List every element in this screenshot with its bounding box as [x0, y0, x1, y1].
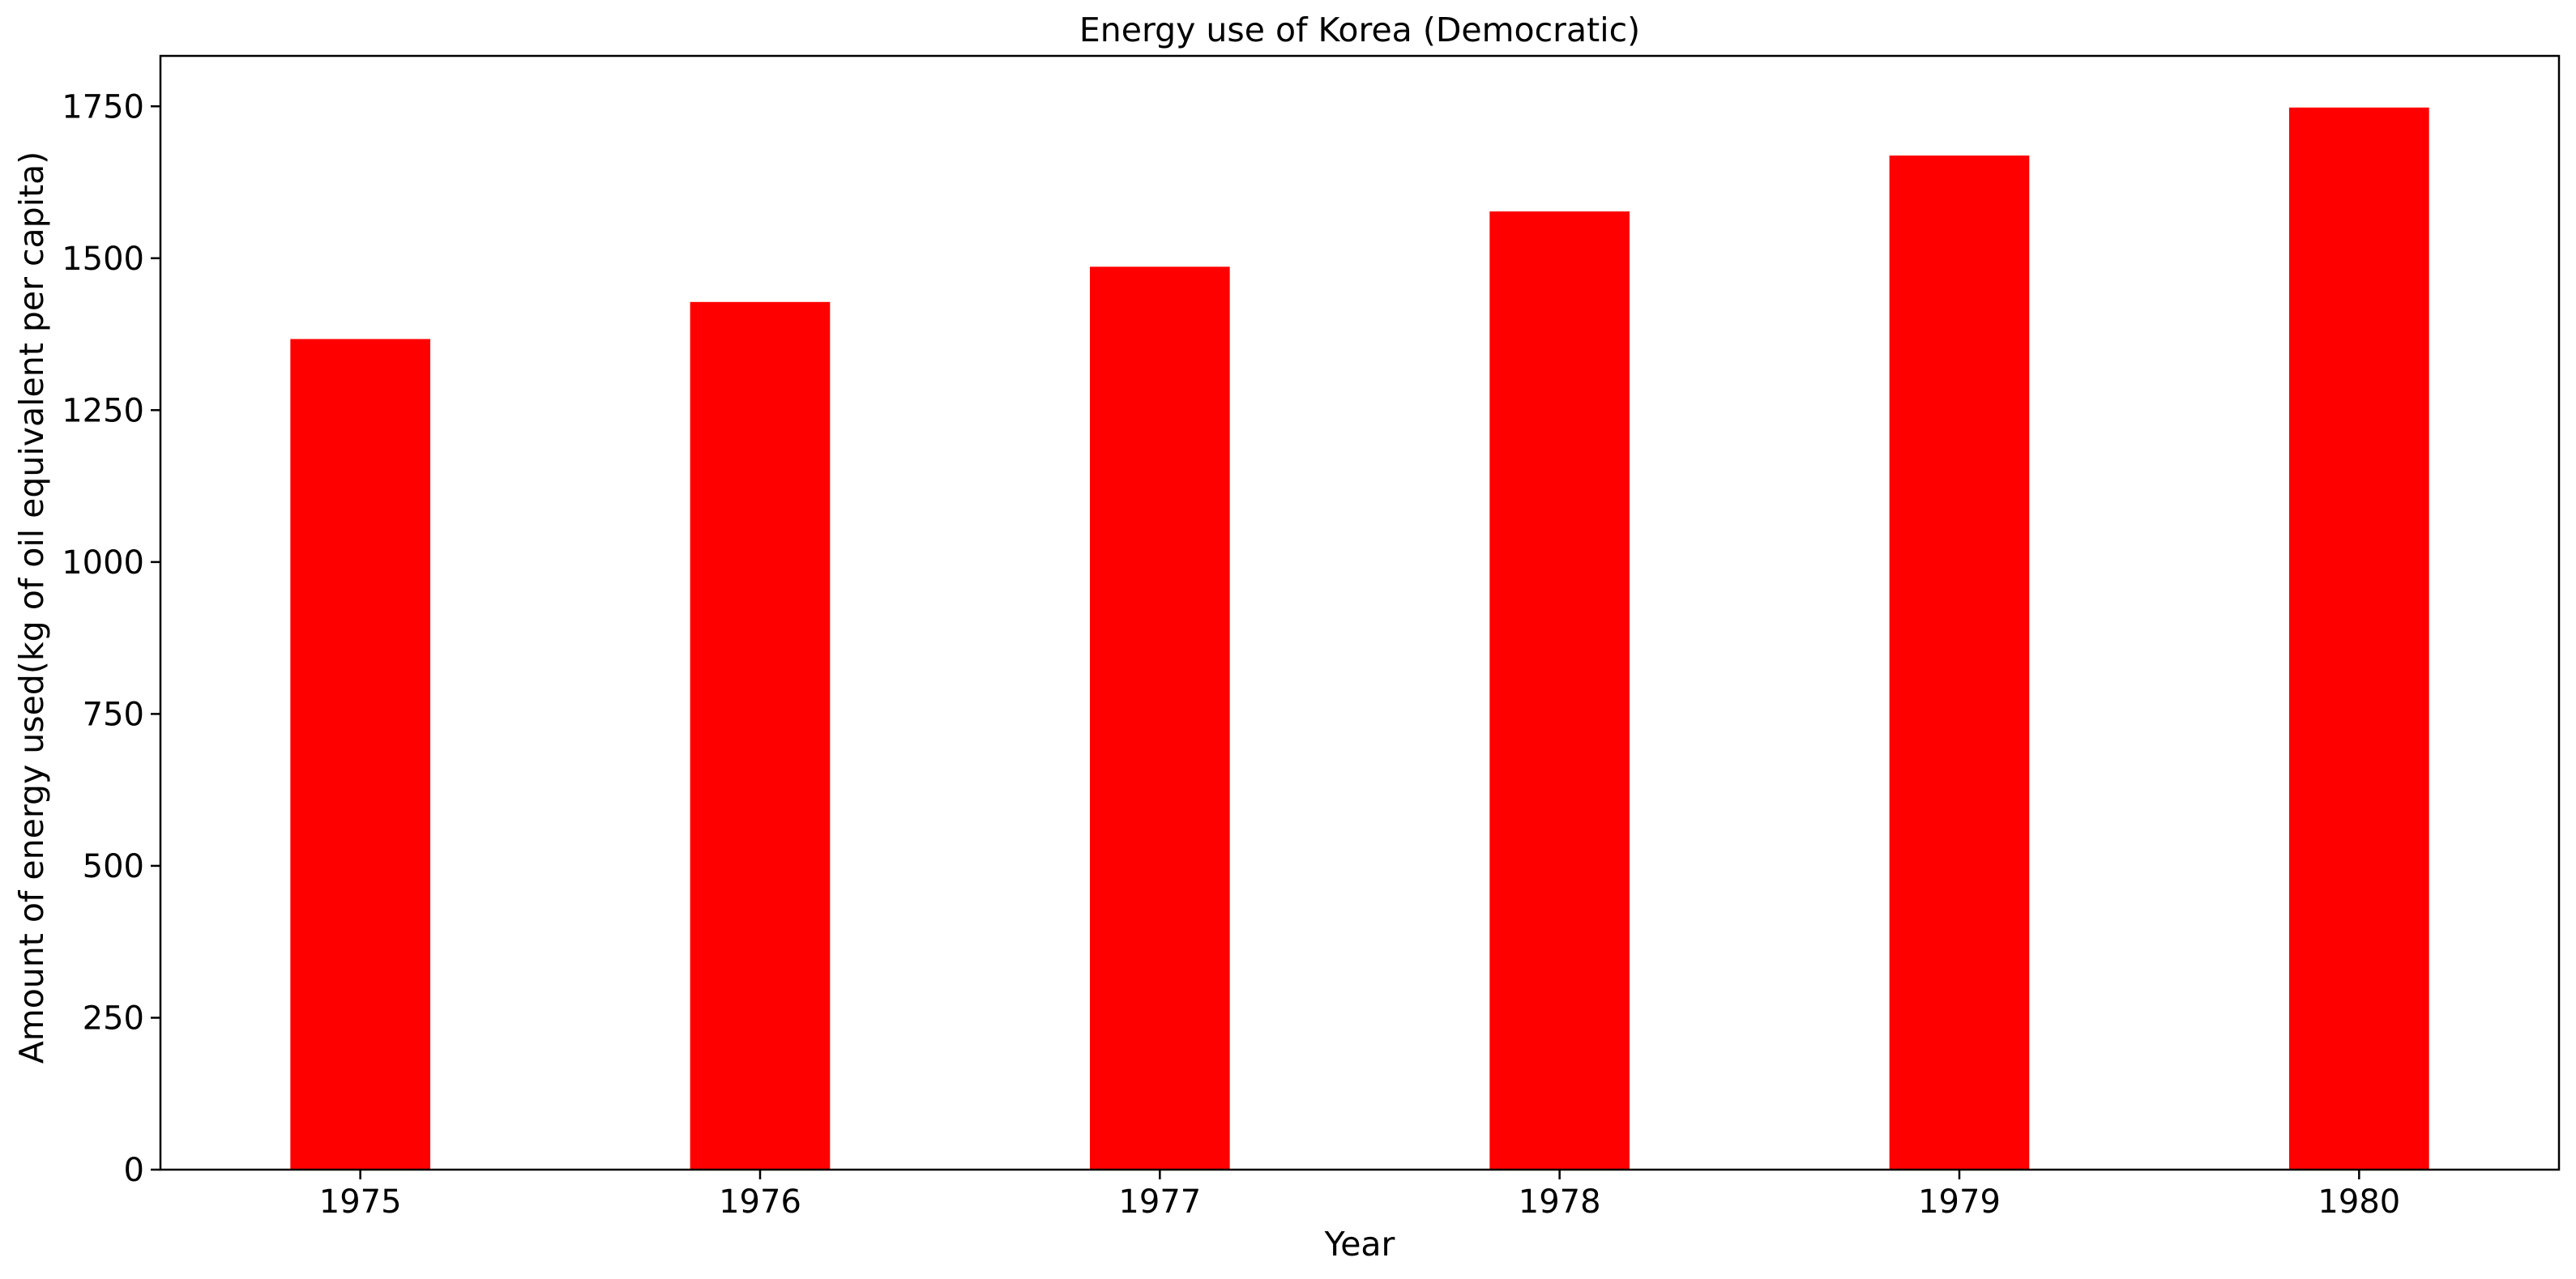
x-tick-label: 1979: [1918, 1183, 2001, 1221]
plot-frame: [159, 54, 2561, 1171]
bar-1976: [690, 301, 831, 1170]
bar-1978: [1489, 211, 1630, 1170]
bar-1980: [2289, 107, 2429, 1170]
bar-1975: [290, 339, 430, 1170]
y-tick-label: 0: [124, 1152, 144, 1189]
y-tick-label: 1250: [62, 392, 144, 429]
bar-1977: [1090, 266, 1230, 1170]
x-tick-label: 1975: [319, 1183, 402, 1221]
y-tick-label: 500: [83, 848, 144, 885]
y-axis: 0 250 500 750 1000 1250 1500 1750: [62, 88, 160, 1189]
x-axis: 1975 1976 1977 1978 1979 1980: [319, 1170, 2400, 1221]
x-tick-label: 1978: [1519, 1183, 1601, 1221]
x-tick-label: 1976: [719, 1183, 801, 1221]
chart-title: Energy use of Korea (Democratic): [1079, 11, 1640, 49]
y-tick-label: 1750: [62, 88, 144, 126]
y-tick-label: 250: [83, 1000, 144, 1037]
bar-1979: [1889, 156, 2030, 1170]
x-tick-label: 1980: [2318, 1183, 2400, 1221]
y-tick-label: 1500: [62, 241, 144, 278]
y-tick-label: 1000: [62, 544, 144, 582]
y-axis-title: Amount of energy used(kg of oil equivale…: [12, 151, 51, 1064]
x-tick-label: 1977: [1118, 1183, 1201, 1221]
y-tick-label: 750: [83, 696, 144, 733]
x-axis-title: Year: [1324, 1225, 1395, 1264]
bars-group: [290, 107, 2429, 1170]
